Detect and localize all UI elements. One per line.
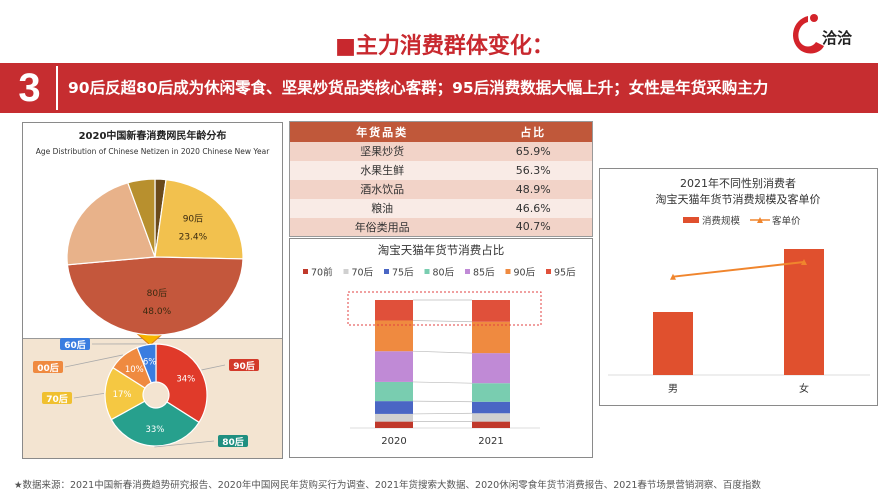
- pie-slice: [110, 400, 200, 447]
- table-cell: 年俗类用品: [289, 217, 475, 237]
- slice-tag-label: 90后: [233, 360, 255, 372]
- table-cell: 坚果炒货: [289, 141, 475, 161]
- slice-tag: [60, 338, 90, 350]
- pie-slice: [127, 178, 156, 258]
- table-row: 水果生鲜 56.3%: [289, 160, 593, 180]
- svg-text:洽洽: 洽洽: [822, 29, 853, 47]
- table-row: 酒水饮品 48.9%: [289, 179, 593, 199]
- slice-value: 48.0%: [143, 307, 172, 317]
- slice-tag: [229, 359, 259, 371]
- table-cell: 粮油: [289, 198, 475, 218]
- banner-number: 3: [3, 66, 58, 110]
- pie-slice: [66, 182, 156, 266]
- table-row: 粮油 46.6%: [289, 198, 593, 218]
- slice-value: 17%: [113, 390, 132, 400]
- table-row: 坚果炒货 65.9%: [289, 141, 593, 161]
- table-cell: 65.9%: [474, 141, 593, 161]
- banner: [0, 63, 878, 113]
- pie-slice: [136, 343, 157, 384]
- leader-line: [73, 392, 105, 399]
- slice-tag: [218, 435, 248, 447]
- page-title: ■主力消费群体变化：: [335, 34, 554, 59]
- table-cell: 48.9%: [474, 179, 593, 199]
- table-cell: 46.6%: [474, 198, 593, 218]
- slice-tag-label: 00后: [37, 362, 59, 374]
- slice-value: 10%: [125, 365, 144, 375]
- table-cell: 56.3%: [474, 160, 593, 180]
- brand-logo: 洽洽: [793, 14, 853, 54]
- pie-slice: [154, 178, 244, 260]
- data-source-footnote: ★数据来源：2021中国新春消费趋势研究报告、2020年中国网民年货购买行为调查…: [14, 480, 761, 491]
- pie-slice: [66, 256, 244, 336]
- slice-tag-label: 80后: [222, 436, 244, 448]
- slice-tag-label: 60后: [64, 339, 86, 351]
- slice-label: 90后: [183, 214, 203, 225]
- slice-value: 23.4%: [179, 233, 208, 243]
- leader-line: [64, 354, 123, 368]
- column-header: 占比: [474, 121, 593, 142]
- table-cell: 40.7%: [474, 217, 593, 237]
- table-row: 年俗类用品 40.7%: [289, 217, 593, 237]
- pie-slice: [104, 366, 146, 421]
- slice-label: 80后: [147, 288, 167, 299]
- banner-text: 90后反超80后成为休闲零食、坚果炒货品类核心客群；95后消费数据大幅上升；女性…: [68, 79, 769, 97]
- slice-tag: [33, 361, 63, 373]
- stacked-chart-panel: [289, 238, 593, 458]
- table-cell: 酒水饮品: [289, 179, 475, 199]
- slice-tag: [42, 392, 72, 404]
- category-share-table: 年货品类 占比 坚果炒货 65.9% 水果生鲜 56.3% 酒水饮品 48.9% 粮油 46.…: [289, 121, 593, 237]
- leader-line: [154, 440, 215, 448]
- slice-value: 6%: [143, 358, 157, 368]
- leader-line: [201, 364, 226, 371]
- pie-subtitle: Age Distribution of Chinese Netizen in 2…: [35, 147, 270, 156]
- column-header: 年货品类: [289, 121, 475, 142]
- table-cell: 水果生鲜: [289, 160, 475, 180]
- slice-tag-label: 70后: [46, 393, 68, 405]
- slice-value: 34%: [176, 375, 195, 385]
- slice-value: 33%: [145, 425, 164, 435]
- pie-title: 2020中国新春消费网民年龄分布: [78, 131, 227, 142]
- gender-chart-panel: [599, 168, 878, 406]
